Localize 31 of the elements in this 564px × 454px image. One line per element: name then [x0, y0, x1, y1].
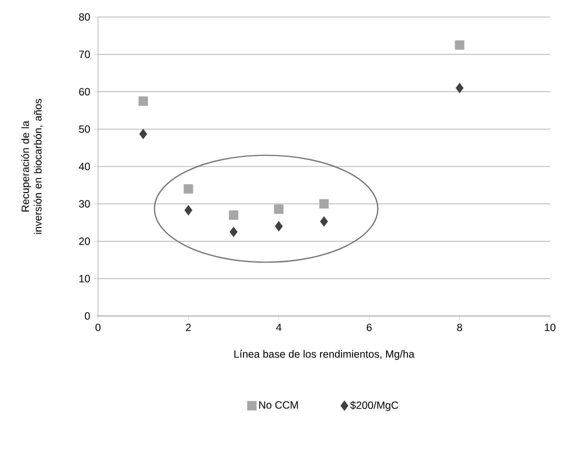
y-tick-label: 30: [79, 200, 90, 208]
y-tick-label: 50: [79, 125, 90, 133]
x-tick-label: 2: [186, 324, 191, 332]
y-axis-title: Recuperación de la inversión en biocarbón, años: [21, 98, 43, 234]
legend-label: $200/MgC: [350, 401, 398, 411]
x-tick-label: 8: [457, 324, 462, 332]
point: [274, 204, 284, 214]
y-tick-label: 40: [78, 162, 90, 170]
y-tick-label: 60: [79, 88, 90, 96]
y-tick-label: 80: [79, 13, 90, 21]
point: [320, 216, 328, 227]
point: [230, 226, 238, 238]
point: [319, 199, 329, 209]
point: [228, 210, 238, 220]
x-tick-label: 0: [95, 324, 100, 332]
y-tick-label: 20: [79, 238, 90, 245]
legend-label: No CCM: [259, 401, 298, 409]
point: [138, 96, 148, 106]
point: [454, 40, 464, 50]
point: [184, 205, 192, 216]
point: [139, 128, 148, 140]
y-tick-label: 10: [79, 274, 90, 282]
point: [274, 221, 283, 232]
x-axis-title: Línea base de los rendimientos, Mg/ha: [234, 350, 414, 360]
y-tick-label: 70: [79, 50, 90, 58]
y-tick-label: 0: [84, 312, 90, 320]
x-tick-label: 4: [276, 324, 282, 331]
point: [184, 184, 194, 194]
point: [456, 82, 464, 94]
x-tick-label: 6: [366, 324, 372, 332]
x-tick-label: 10: [544, 324, 556, 332]
